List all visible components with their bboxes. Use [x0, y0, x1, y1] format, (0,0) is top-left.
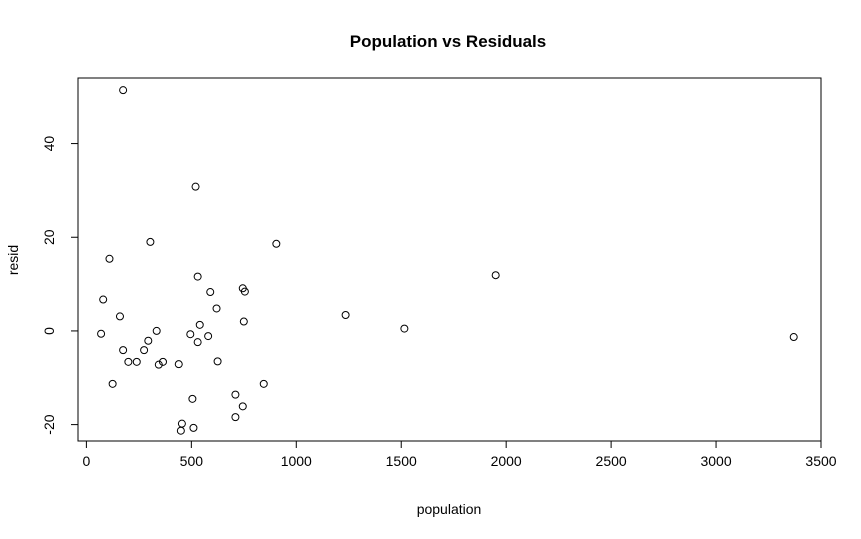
- data-point: [159, 357, 168, 366]
- x-tick-label: 1500: [386, 453, 417, 469]
- x-axis: 0 500 1000 1500 2000 2500 3000 3500: [82, 440, 837, 469]
- data-point: [231, 413, 240, 422]
- x-tick-label: 3500: [805, 453, 836, 469]
- data-point: [152, 326, 161, 335]
- x-tick-label: 1000: [281, 453, 312, 469]
- data-point: [204, 332, 213, 341]
- data-point: [789, 333, 798, 342]
- x-tick-label: 0: [82, 453, 90, 469]
- x-tick-label: 2000: [491, 453, 522, 469]
- data-point: [97, 329, 106, 338]
- y-tick-label: -20: [41, 414, 57, 434]
- data-point: [212, 304, 221, 313]
- data-point: [259, 379, 268, 388]
- y-tick-label: 40: [41, 136, 57, 152]
- data-point: [105, 254, 114, 263]
- data-point: [176, 426, 185, 435]
- data-point: [99, 295, 108, 304]
- x-tick-label: 2500: [596, 453, 627, 469]
- data-point: [231, 390, 240, 399]
- data-point: [174, 360, 183, 369]
- data-point: [119, 346, 128, 355]
- data-point: [189, 423, 198, 432]
- data-point: [132, 357, 141, 366]
- data-point: [154, 360, 163, 369]
- data-points: [97, 86, 798, 435]
- data-point: [193, 338, 202, 347]
- data-point: [272, 239, 281, 248]
- data-point: [240, 287, 249, 296]
- data-point: [108, 379, 117, 388]
- chart-title: Population vs Residuals: [350, 32, 547, 51]
- data-point: [491, 271, 500, 280]
- data-point: [195, 320, 204, 329]
- data-point: [206, 288, 215, 297]
- data-point: [115, 312, 124, 321]
- data-point: [341, 311, 350, 320]
- data-point: [238, 402, 247, 411]
- y-tick-label: 20: [41, 229, 57, 245]
- data-point: [188, 394, 197, 403]
- x-tick-label: 3000: [700, 453, 731, 469]
- data-point: [193, 272, 202, 281]
- data-point: [177, 419, 186, 428]
- x-axis-label: population: [417, 501, 482, 517]
- data-point: [119, 86, 128, 95]
- y-axis-label: resid: [5, 245, 21, 275]
- data-point: [213, 357, 222, 366]
- data-point: [140, 346, 149, 355]
- data-point: [146, 237, 155, 246]
- data-point: [239, 317, 248, 326]
- data-point: [191, 182, 200, 191]
- data-point: [186, 330, 195, 339]
- y-tick-label: 0: [41, 327, 57, 335]
- plot-frame: [77, 77, 822, 442]
- x-tick-label: 500: [180, 453, 204, 469]
- data-point: [144, 336, 153, 345]
- data-point: [124, 357, 133, 366]
- data-point: [400, 324, 409, 333]
- y-axis: -20 0 20 40: [41, 136, 79, 435]
